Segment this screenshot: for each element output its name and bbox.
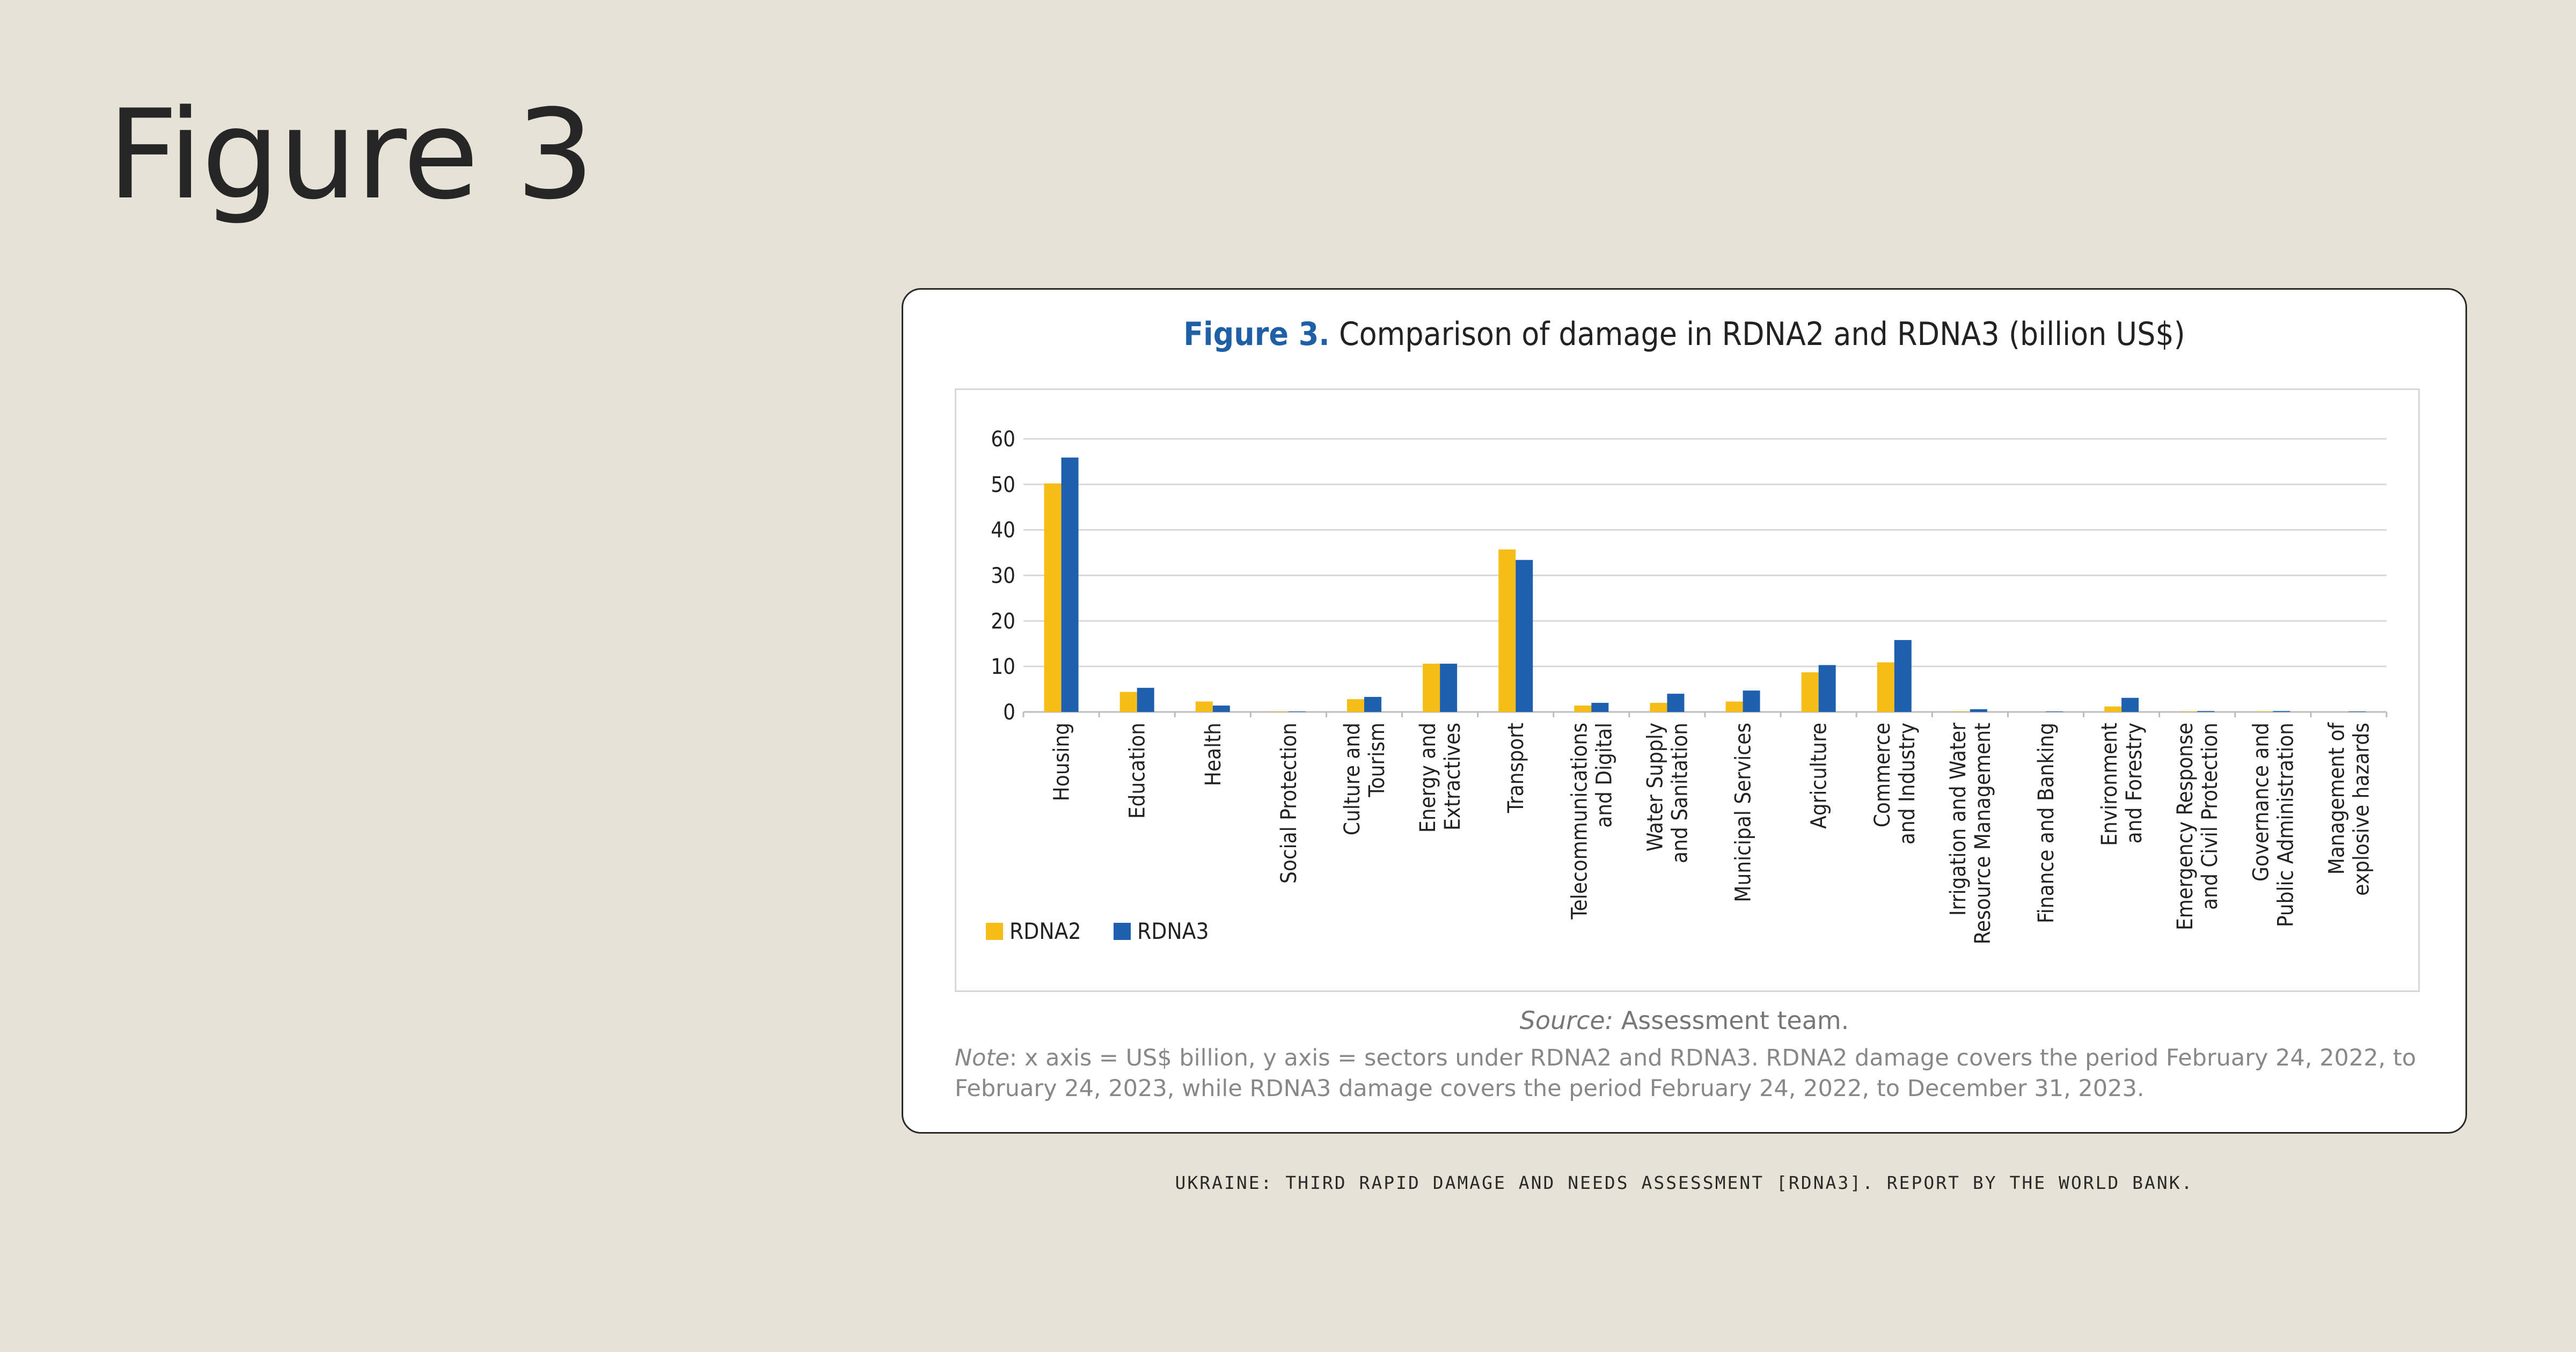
bar-rdna3 <box>2348 711 2366 712</box>
source-text: Assessment team. <box>1621 1006 1849 1035</box>
bar-rdna3 <box>2273 711 2290 712</box>
note-text: : x axis = US$ billion, y axis = sectors… <box>955 1045 2417 1102</box>
plot-frame: 0 10 20 30 40 50 60 Housing Education Health Socia… <box>955 388 2420 992</box>
footer-caption-wrap: UKRAINE: THIRD RAPID DAMAGE AND NEEDS AS… <box>902 1172 2467 1193</box>
y-tick-label: 30 <box>991 564 1015 589</box>
bar-rdna3 <box>1970 709 1987 712</box>
x-tick-label: Culture andTourism <box>1340 723 1389 835</box>
bar-rdna2 <box>1877 662 1894 712</box>
x-tick-label: Irrigation and WaterResource Management <box>1946 723 1995 944</box>
bar-rdna3 <box>2121 697 2139 712</box>
bar-rdna2 <box>1574 706 1592 712</box>
bar-rdna2 <box>1952 711 1970 712</box>
x-tick-label: Social Protection <box>1277 723 1301 884</box>
bar-rdna2 <box>2104 706 2122 712</box>
x-tick-label: Telecommunicationsand Digital <box>1567 723 1616 920</box>
note-label: Note <box>955 1045 1009 1071</box>
x-tick-label: Transport <box>1504 723 1528 813</box>
x-tick-label: Management ofexplosive hazards <box>2324 722 2374 896</box>
bar-rdna3 <box>1818 665 1836 712</box>
y-tick-label: 40 <box>991 518 1015 543</box>
x-tick-label: Municipal Services <box>1731 723 1756 902</box>
y-tick-label: 10 <box>991 655 1015 679</box>
y-tick-label: 60 <box>991 427 1015 452</box>
bar-rdna2 <box>1347 699 1364 712</box>
y-tick-label: 20 <box>991 609 1015 634</box>
bar-rdna2 <box>1725 701 1743 712</box>
x-tick-label: Agriculture <box>1807 723 1832 829</box>
figure-card: Figure 3. Comparison of damage in RDNA2 … <box>902 288 2467 1134</box>
bar-rdna3 <box>2046 711 2063 712</box>
x-tick-label: Environmentand Forestry <box>2097 723 2147 846</box>
bar-rdna3 <box>1743 690 1760 712</box>
bar-rdna3 <box>1288 711 1306 712</box>
bar-rdna3 <box>1516 560 1533 712</box>
bar-rdna2 <box>1498 549 1516 712</box>
bar-rdna2 <box>2256 711 2273 712</box>
bar-rdna2 <box>2180 711 2198 712</box>
bar-rdna3 <box>1667 694 1685 712</box>
x-tick-label: Commerceand Industry <box>1870 723 1920 844</box>
bar-rdna2 <box>1650 703 1667 712</box>
x-tick-label: Water Supplyand Sanitation <box>1643 723 1692 863</box>
legend-swatch-rdna2 <box>986 923 1003 940</box>
bar-rdna3 <box>1894 640 1912 712</box>
footer-caption: UKRAINE: THIRD RAPID DAMAGE AND NEEDS AS… <box>1175 1172 2194 1193</box>
source-line: Source: Assessment team. <box>903 1006 2465 1035</box>
bar-rdna3 <box>1591 703 1609 712</box>
bar-rdna3 <box>1137 688 1154 712</box>
legend-label-rdna3: RDNA3 <box>1137 918 1209 944</box>
figure-label: Figure 3. <box>1183 315 1330 353</box>
y-tick-label: 50 <box>991 473 1015 497</box>
bar-rdna3 <box>1364 697 1381 712</box>
x-tick-label: Education <box>1125 723 1150 819</box>
x-tick-label: Energy andExtractives <box>1416 723 1465 833</box>
bar-rdna2 <box>1423 664 1440 712</box>
bar-rdna3 <box>1061 457 1079 712</box>
source-label: Source: <box>1519 1006 1614 1035</box>
bar-rdna3 <box>1212 706 1230 712</box>
bar-rdna2 <box>1195 701 1213 712</box>
x-tick-label: Housing <box>1050 723 1074 801</box>
bar-rdna2 <box>1044 483 1062 712</box>
bar-rdna3 <box>2197 711 2215 712</box>
note-line: Note: x axis = US$ billion, y axis = sec… <box>955 1043 2420 1104</box>
x-tick-label: Governance andPublic Administration <box>2249 723 2298 927</box>
page-title: Figure 3 <box>107 84 595 227</box>
chart-heading: Figure 3. Comparison of damage in RDNA2 … <box>903 315 2465 353</box>
legend-swatch-rdna3 <box>1114 923 1131 940</box>
y-tick-label: 0 <box>1003 700 1015 725</box>
bar-rdna2 <box>1271 711 1289 712</box>
legend-label-rdna2: RDNA2 <box>1009 918 1081 944</box>
x-tick-label: Emergency Responseand Civil Protection <box>2173 723 2222 930</box>
x-tick-label: Finance and Banking <box>2034 723 2059 923</box>
bar-rdna3 <box>1440 664 1458 712</box>
chart-title: Comparison of damage in RDNA2 and RDNA3 … <box>1338 315 2185 353</box>
bar-rdna2 <box>1119 692 1137 712</box>
x-tick-label: Health <box>1201 723 1226 786</box>
bar-rdna2 <box>1801 672 1819 712</box>
bar-chart: 0 10 20 30 40 50 60 Housing Education Health Socia… <box>986 427 2388 944</box>
